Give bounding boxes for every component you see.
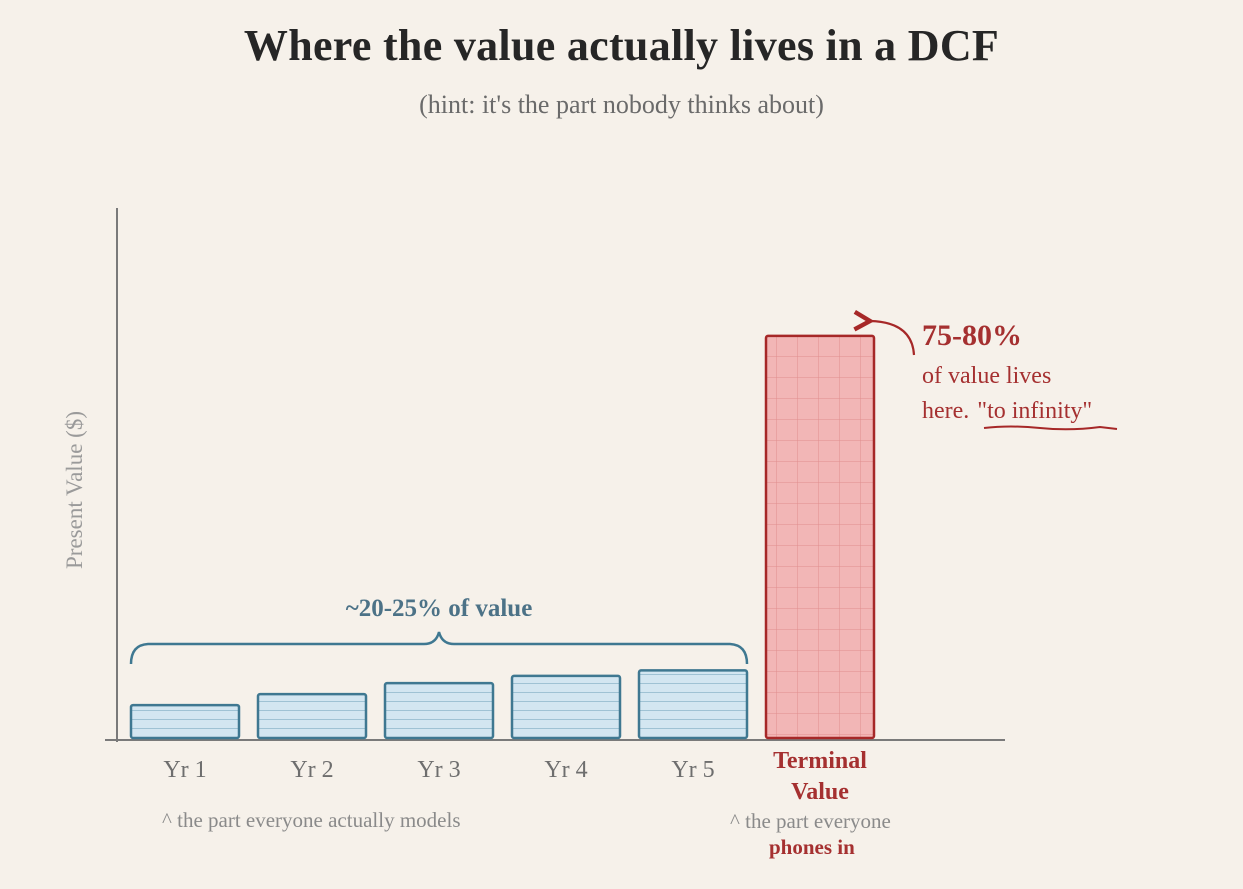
x-tick-label-yr-4: Yr 4: [544, 757, 587, 783]
bar-yr-1: [129, 703, 241, 740]
forecast-share-label: ~20-25% of value: [346, 595, 533, 622]
x-tick-label-yr-2: Yr 2: [290, 757, 333, 783]
terminal-share-line2: here. "to infinity": [922, 398, 1092, 424]
terminal-share-here: here.: [922, 398, 969, 424]
chart-title: Where the value actually lives in a DCF: [243, 21, 1000, 70]
x-tick-labels: Yr 1 Yr 2 Yr 3 Yr 4 Yr 5 Terminal Value: [163, 748, 867, 805]
bars-group: [129, 334, 876, 740]
bar-yr-3: [383, 681, 495, 740]
y-axis-label: Present Value ($): [62, 411, 87, 569]
terminal-note-line2: phones in: [769, 835, 855, 859]
terminal-arrow: [870, 321, 916, 356]
x-tick-label-yr-1: Yr 1: [163, 757, 206, 783]
terminal-share-line1: of value lives: [922, 363, 1051, 389]
infinity-underline: [983, 425, 1118, 431]
bar-yr-4: [510, 674, 622, 740]
bar-terminal-value: [764, 334, 876, 740]
terminal-share-infinity: "to infinity": [977, 398, 1092, 424]
chart-subtitle: (hint: it's the part nobody thinks about…: [419, 90, 824, 119]
forecast-note: ^ the part everyone actually models: [162, 808, 461, 832]
terminal-share-pct: 75-80%: [922, 319, 1022, 352]
x-tick-label-yr-3: Yr 3: [417, 757, 460, 783]
bar-yr-5: [637, 669, 749, 740]
x-tick-label-yr-5: Yr 5: [671, 757, 714, 783]
bar-yr-2: [256, 692, 368, 740]
x-tick-label-terminal-value: Terminal Value: [773, 748, 867, 805]
terminal-note-line1: ^ the part everyone: [730, 809, 891, 833]
forecast-brace: [129, 631, 749, 665]
